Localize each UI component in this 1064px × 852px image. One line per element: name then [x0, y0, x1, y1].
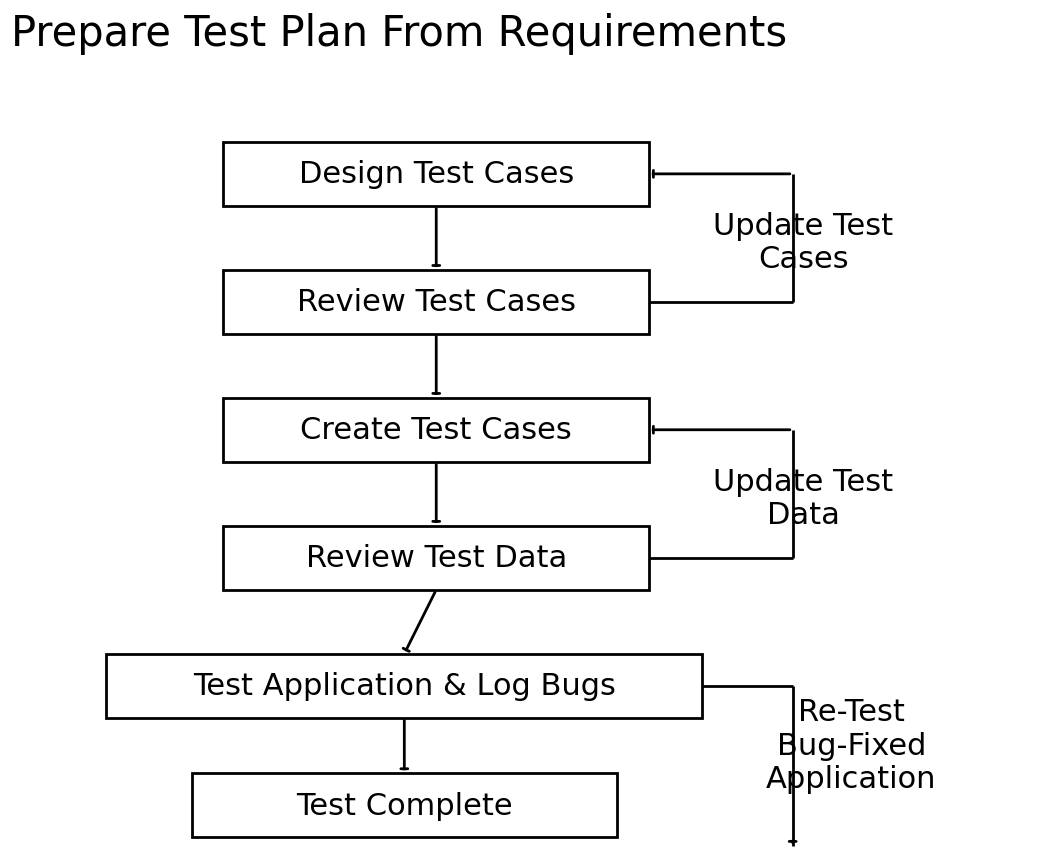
FancyBboxPatch shape [223, 526, 649, 590]
Text: Update Test
Data: Update Test Data [713, 467, 894, 530]
FancyBboxPatch shape [223, 399, 649, 462]
Text: Test Application & Log Bugs: Test Application & Log Bugs [193, 671, 616, 700]
FancyBboxPatch shape [223, 142, 649, 207]
Text: Design Test Cases: Design Test Cases [299, 160, 573, 189]
FancyBboxPatch shape [106, 654, 702, 717]
Text: Update Test
Cases: Update Test Cases [713, 211, 894, 274]
Text: Review Test Cases: Review Test Cases [297, 288, 576, 317]
Text: Review Test Data: Review Test Data [305, 544, 567, 573]
Text: Prepare Test Plan From Requirements: Prepare Test Plan From Requirements [11, 13, 786, 55]
FancyBboxPatch shape [192, 774, 617, 837]
Text: Create Test Cases: Create Test Cases [300, 416, 572, 445]
Text: Test Complete: Test Complete [296, 791, 513, 820]
Text: Re-Test
Bug-Fixed
Application: Re-Test Bug-Fixed Application [766, 698, 936, 793]
FancyBboxPatch shape [223, 271, 649, 334]
